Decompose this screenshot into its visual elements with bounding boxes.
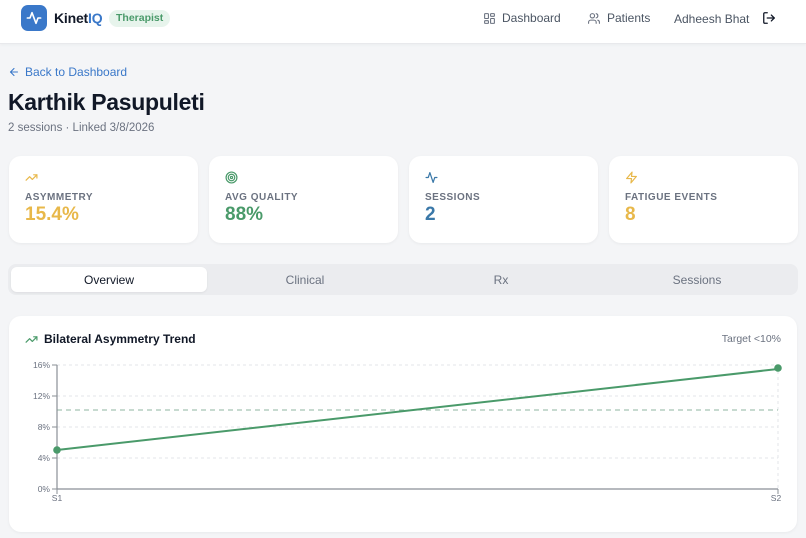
tab-sessions[interactable]: Sessions bbox=[672, 272, 722, 287]
logout-button[interactable] bbox=[762, 11, 776, 30]
logo[interactable] bbox=[21, 5, 47, 31]
y-tick-4: 4% bbox=[38, 453, 51, 463]
data-point-s2 bbox=[774, 364, 782, 372]
patient-name: Karthik Pasupuleti bbox=[8, 89, 205, 115]
users-icon bbox=[588, 12, 600, 24]
nav-patients[interactable]: Patients bbox=[587, 11, 650, 25]
stat-label: FATIGUE EVENTS bbox=[625, 192, 718, 203]
data-point-s1 bbox=[53, 446, 61, 454]
top-navbar: KinetIQ Therapist Dashboard Patients Adh… bbox=[0, 0, 806, 44]
patient-subtitle: 2 sessions · Linked 3/8/2026 bbox=[8, 122, 155, 134]
brand-suffix: IQ bbox=[88, 10, 103, 26]
activity-icon bbox=[425, 172, 438, 183]
role-badge: Therapist bbox=[109, 10, 171, 27]
stat-card-sessions: SESSIONS 2 bbox=[409, 156, 598, 243]
trending-up-icon bbox=[25, 335, 38, 343]
nav-dashboard[interactable]: Dashboard bbox=[483, 11, 561, 25]
stat-card-asymmetry: ASYMMETRY 15.4% bbox=[9, 156, 198, 243]
stat-value: 88% bbox=[225, 204, 264, 225]
asymmetry-series-line bbox=[56, 368, 779, 451]
logout-icon bbox=[763, 12, 775, 24]
y-tick-16: 16% bbox=[33, 360, 50, 370]
user-name[interactable]: Adheesh Bhat bbox=[674, 12, 750, 26]
chart-title: Bilateral Asymmetry Trend bbox=[25, 332, 196, 346]
tab-clinical[interactable]: Clinical bbox=[285, 272, 325, 287]
stat-value: 2 bbox=[425, 204, 436, 225]
brand-name: KinetIQ bbox=[54, 10, 103, 26]
arrow-left-icon bbox=[9, 67, 19, 77]
x-tick-s1: S1 bbox=[52, 493, 63, 503]
stat-card-fatigue-events: FATIGUE EVENTS 8 bbox=[609, 156, 798, 243]
tab-bar: Overview Clinical Rx Sessions bbox=[8, 264, 798, 295]
y-tick-8: 8% bbox=[38, 422, 51, 432]
stat-label: AVG QUALITY bbox=[225, 192, 299, 203]
brand-prefix: Kinet bbox=[54, 10, 89, 26]
grid-icon bbox=[484, 12, 495, 24]
gridlines bbox=[57, 364, 779, 489]
nav-patients-label: Patients bbox=[607, 11, 651, 25]
stat-card-avg-quality: AVG QUALITY 88% bbox=[209, 156, 398, 243]
tab-rx[interactable]: Rx bbox=[493, 272, 509, 287]
stat-value: 8 bbox=[625, 204, 636, 225]
back-link-label: Back to Dashboard bbox=[25, 65, 128, 79]
stat-label: SESSIONS bbox=[425, 192, 481, 203]
chart-title-text: Bilateral Asymmetry Trend bbox=[44, 332, 196, 346]
nav-dashboard-label: Dashboard bbox=[502, 11, 561, 25]
asymmetry-trend-card: Bilateral Asymmetry Trend Target <10% 16… bbox=[9, 316, 797, 532]
y-tick-0: 0% bbox=[38, 484, 51, 494]
trending-up-icon bbox=[25, 174, 38, 181]
stat-label: ASYMMETRY bbox=[25, 192, 94, 203]
tab-overview[interactable]: Overview bbox=[11, 267, 207, 292]
target-icon bbox=[225, 171, 238, 184]
x-tick-s2: S2 bbox=[771, 493, 782, 503]
target-label: Target <10% bbox=[721, 333, 781, 345]
zap-icon bbox=[626, 171, 637, 184]
line-chart: 16% 12% 8% 4% 0% S1 S2 bbox=[33, 360, 782, 503]
y-tick-12: 12% bbox=[33, 391, 50, 401]
activity-icon bbox=[26, 11, 42, 25]
stat-value: 15.4% bbox=[25, 204, 79, 225]
back-to-dashboard-link[interactable]: Back to Dashboard bbox=[8, 65, 127, 79]
